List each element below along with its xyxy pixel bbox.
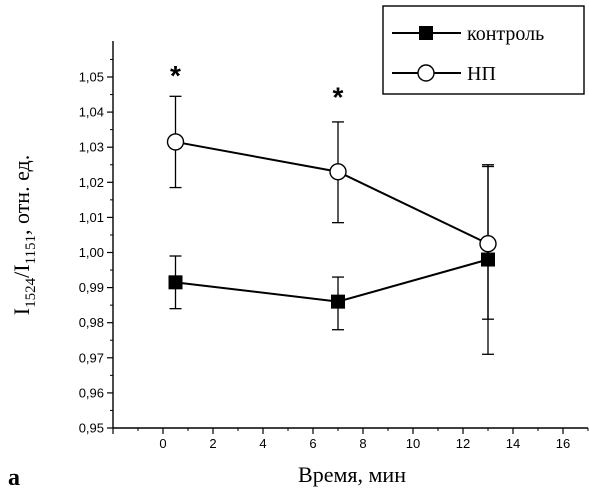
significance-asterisk: * (170, 60, 181, 91)
data-point-square (168, 275, 183, 290)
x-tick-label: 8 (359, 436, 366, 451)
y-axis-title-sub1: 1524 (23, 277, 39, 308)
y-ticks: 0,95 0,96 0,97 0,98 0,99 1,00 1,01 1,02 1,03 1,04… (79, 58, 113, 436)
panel-label: а (8, 465, 20, 491)
legend-box (382, 5, 585, 95)
data-point-circle (166, 133, 185, 151)
y-tick-label: 0,95 (79, 421, 104, 436)
x-tick-label: 10 (406, 436, 420, 451)
x-tick-label: 14 (506, 436, 520, 451)
y-axis-title-sub2: 1151 (23, 235, 39, 264)
x-tick-label: 6 (309, 436, 316, 451)
data-point-circle (329, 163, 347, 181)
series (166, 95, 497, 355)
legend-marker-control (419, 26, 433, 40)
y-axis-title-slash: /I (9, 264, 34, 277)
legend-label-control: контроль (467, 23, 544, 45)
y-tick-label: 0,99 (79, 280, 104, 295)
y-axis-title-base: I (9, 308, 34, 315)
x-tick-label: 0 (159, 436, 166, 451)
y-axis-title: I1524/I1151, отн. ед. (9, 155, 39, 316)
x-tick-label: 4 (259, 436, 266, 451)
y-tick-label: 1,01 (79, 210, 104, 225)
series-control (168, 164, 495, 355)
series-line (175, 140, 489, 245)
legend-label-np: НП (467, 63, 496, 85)
annotations: ** (170, 60, 344, 112)
data-point-square (331, 294, 345, 309)
legend-item-np: НП (392, 63, 496, 85)
x-tick-label: 12 (456, 436, 470, 451)
legend-marker-np (417, 64, 435, 82)
y-tick-label: 1,03 (79, 140, 104, 155)
significance-asterisk: * (333, 81, 344, 112)
series-np (166, 95, 497, 320)
y-tick-label: 0,98 (79, 315, 104, 330)
x-ticks: 0 2 4 6 8 10 12 14 16 (112, 428, 589, 451)
y-tick-label: 1,05 (79, 70, 104, 85)
y-axis-title-rest: , отн. ед. (9, 155, 34, 235)
y-tick-label: 1,00 (79, 245, 104, 260)
legend: контроль НП (382, 5, 585, 95)
y-tick-label: 1,02 (79, 175, 104, 190)
x-axis-title: Время, мин (298, 462, 406, 487)
data-point-circle (479, 235, 497, 253)
y-tick-label: 0,96 (79, 385, 104, 400)
x-tick-label: 16 (556, 436, 570, 451)
legend-item-control: контроль (392, 23, 544, 45)
y-tick-label: 0,97 (79, 350, 104, 365)
x-tick-label: 2 (209, 436, 216, 451)
y-tick-label: 1,04 (79, 105, 104, 120)
axes (112, 41, 588, 429)
